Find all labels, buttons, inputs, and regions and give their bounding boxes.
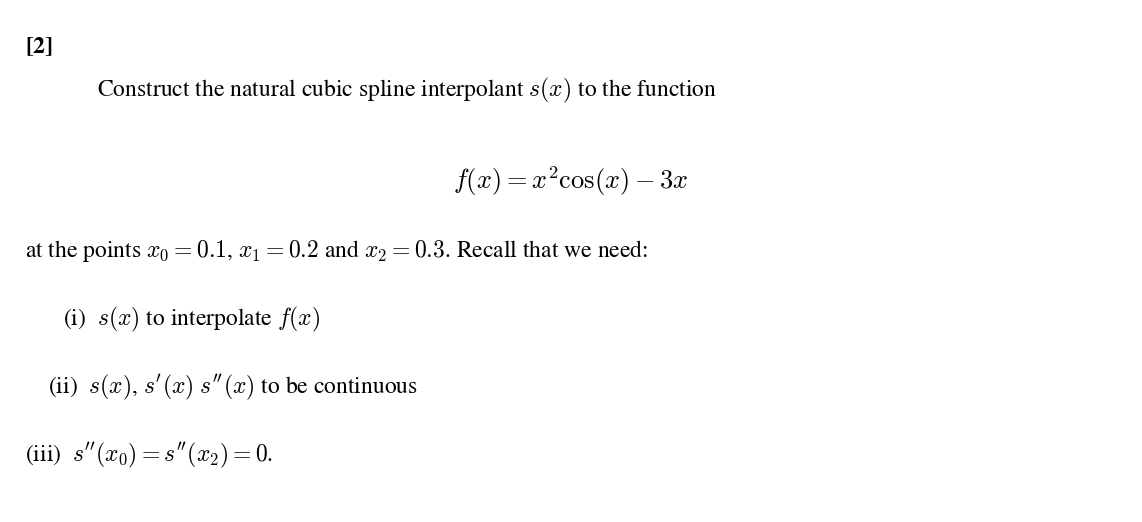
Text: $f(x) = x^2 \cos(x) - 3x$: $f(x) = x^2 \cos(x) - 3x$: [453, 164, 689, 198]
Text: [2]: [2]: [25, 37, 53, 57]
Text: (iii)  $s''(x_0) = s''(x_2) = 0$.: (iii) $s''(x_0) = s''(x_2) = 0$.: [25, 441, 273, 470]
Text: Construct the natural cubic spline interpolant $s(x)$ to the function: Construct the natural cubic spline inter…: [97, 76, 717, 105]
Text: (i)  $s(x)$ to interpolate $f(x)$: (i) $s(x)$ to interpolate $f(x)$: [63, 305, 320, 335]
Text: (ii)  $s(x)$, $s'(x)$ $s''(x)$ to be continuous: (ii) $s(x)$, $s'(x)$ $s''(x)$ to be cont…: [48, 373, 418, 402]
Text: at the points $x_0 = 0.1$, $x_1 = 0.2$ and $x_2 = 0.3$. Recall that we need:: at the points $x_0 = 0.1$, $x_1 = 0.2$ a…: [25, 238, 649, 264]
